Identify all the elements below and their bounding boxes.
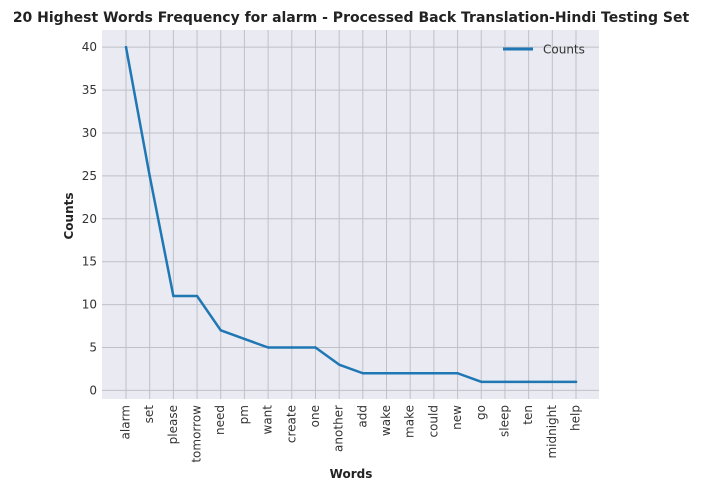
- data-point-ten: [527, 380, 530, 384]
- x-tick-label-2: please: [166, 405, 180, 444]
- data-point-want: [266, 346, 270, 349]
- x-tick-label-1: set: [142, 405, 156, 424]
- data-point-alarm: [124, 45, 128, 49]
- data-point-help: [574, 380, 578, 384]
- data-point-tomorrow: [195, 294, 199, 298]
- y-tick-label-5: 25: [82, 169, 97, 183]
- x-tick-label-0: alarm: [119, 405, 133, 439]
- grid-lines: [102, 30, 599, 399]
- y-tick-label-0: 0: [89, 383, 97, 397]
- x-tick-label-13: could: [426, 405, 440, 438]
- y-tick-label-6: 30: [82, 126, 97, 140]
- y-tick-labels: 0 5 10 15 20 25 30 35 40: [82, 40, 97, 397]
- data-point-midnight: [551, 380, 554, 384]
- x-tick-label-3: tomorrow: [190, 405, 204, 463]
- chart-title: 20 Highest Words Frequency for alarm - P…: [13, 10, 690, 26]
- y-tick-label-7: 35: [82, 83, 97, 97]
- data-point-add: [361, 372, 365, 375]
- x-tick-labels: alarm set please tomorrow need pm want create on…: [119, 405, 583, 463]
- data-point-pm: [243, 337, 246, 341]
- x-tick-label-4: need: [213, 405, 227, 435]
- data-point-one: [314, 346, 317, 349]
- series-line-0: [124, 45, 578, 384]
- x-tick-label-10: add: [355, 405, 369, 428]
- legend: Counts: [503, 43, 585, 57]
- data-point-go: [480, 380, 483, 384]
- y-tick-label-1: 5: [89, 341, 97, 355]
- x-tick-label-5: pm: [237, 405, 251, 424]
- data-point-please: [172, 294, 175, 298]
- x-tick-label-11: wake: [379, 405, 393, 436]
- data-point-make: [409, 372, 412, 375]
- x-axis-label: Words: [330, 467, 373, 481]
- legend-label-counts: Counts: [543, 43, 585, 57]
- x-tick-label-19: help: [569, 405, 583, 431]
- x-tick-label-7: create: [284, 405, 298, 443]
- x-tick-label-15: go: [474, 405, 488, 420]
- x-tick-label-14: new: [450, 405, 464, 430]
- x-tick-label-17: ten: [521, 405, 535, 425]
- y-tick-label-2: 10: [82, 298, 97, 312]
- data-point-wake: [385, 372, 388, 375]
- data-point-new: [456, 372, 459, 375]
- x-tick-label-16: sleep: [497, 405, 511, 437]
- x-tick-label-18: midnight: [545, 405, 559, 459]
- x-tick-label-12: make: [403, 405, 417, 438]
- data-point-set: [148, 174, 151, 178]
- data-point-another: [337, 363, 341, 366]
- y-tick-label-3: 15: [82, 255, 97, 269]
- x-tick-label-8: one: [308, 405, 322, 427]
- plot-area: [102, 30, 599, 399]
- data-point-could: [432, 372, 436, 375]
- x-tick-label-6: want: [261, 405, 275, 435]
- x-tick-label-9: another: [332, 405, 346, 452]
- data-point-need: [219, 329, 222, 332]
- data-point-create: [290, 346, 293, 349]
- series-lines: [124, 45, 578, 384]
- y-tick-label-8: 40: [82, 40, 97, 54]
- y-axis-label: Counts: [62, 192, 76, 239]
- data-point-sleep: [503, 380, 507, 384]
- y-tick-label-4: 20: [82, 212, 97, 226]
